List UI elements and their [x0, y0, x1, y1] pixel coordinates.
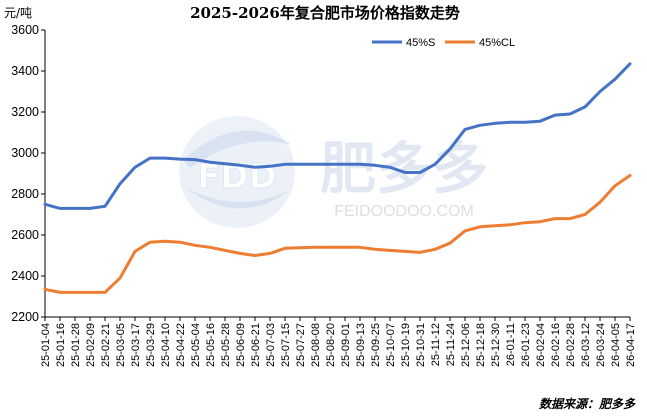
x-tick-label: 25-09-25: [370, 323, 382, 367]
chart-title: 2025-2026年复合肥市场价格指数走势: [190, 4, 460, 22]
x-tick-label: 25-11-24: [445, 323, 457, 366]
x-tick-label: 25-01-04: [40, 323, 52, 367]
x-tick-label: 26-01-23: [520, 323, 532, 367]
x-tick-label: 25-04-22: [175, 323, 187, 367]
x-tick-label: 25-03-05: [115, 323, 127, 367]
y-tick-label: 3400: [11, 64, 39, 78]
x-tick-label: 25-03-17: [130, 323, 142, 367]
x-tick-label: 25-07-27: [295, 323, 307, 367]
x-tick-label: 25-09-13: [355, 323, 367, 367]
x-tick-label: 25-02-21: [100, 323, 112, 367]
x-axis: 25-01-04 25-01-16 25-01-28 25-02-09 25-02-21…: [40, 316, 637, 367]
watermark: FDD 肥多多 FEIDOODOO.COM: [179, 116, 488, 228]
y-tick-label: 2600: [11, 228, 39, 242]
watermark-brand-en: FEIDOODOO.COM: [334, 203, 474, 220]
x-tick-label: 26-03-24: [595, 323, 607, 367]
x-tick-label: 25-06-21: [250, 323, 262, 367]
x-tick-label: 25-09-01: [340, 323, 352, 367]
watermark-swoosh-bottom: [186, 188, 290, 209]
x-tick-label: 25-10-19: [400, 323, 412, 367]
x-tick-label: 25-05-16: [205, 323, 217, 367]
x-tick-label: 25-10-31: [415, 323, 427, 367]
x-tick-label: 25-04-10: [160, 323, 172, 367]
x-tick-label: 25-11-12: [430, 323, 442, 366]
y-tick-label: 2200: [11, 310, 39, 324]
x-tick-label: 25-12-06: [460, 323, 472, 367]
x-tick-label: 26-02-16: [550, 323, 562, 367]
y-tick-label: 3200: [11, 105, 39, 119]
source-note: 数据来源：肥多多: [539, 397, 636, 411]
series-layer: [43, 62, 632, 294]
x-tick-label: 25-12-30: [490, 323, 502, 367]
x-tick-label: 25-06-09: [235, 323, 247, 367]
x-tick-label: 25-07-03: [265, 323, 277, 367]
x-tick-label: 26-02-28: [565, 323, 577, 367]
watermark-swoosh-top: [183, 130, 292, 168]
x-tick-label: 25-08-08: [310, 323, 322, 367]
legend-label-45s: 45%S: [406, 37, 435, 49]
x-tick-label: 26-02-04: [535, 323, 547, 367]
y-tick-label: 3000: [11, 146, 39, 160]
x-tick-label: 25-01-16: [55, 323, 67, 367]
x-tick-label: 25-08-20: [325, 323, 337, 367]
legend-label-45cl: 45%CL: [479, 37, 515, 49]
x-tick-label: 25-05-28: [220, 323, 232, 367]
y-tick-label: 3600: [11, 23, 39, 37]
x-tick-label: 25-05-04: [190, 323, 202, 367]
y-tick-label: 2800: [11, 187, 39, 201]
x-tick-label: 26-04-05: [610, 323, 622, 367]
x-tick-label: 25-12-18: [475, 323, 487, 367]
x-tick-label: 26-01-11: [505, 323, 517, 366]
x-tick-label: 25-01-28: [70, 323, 82, 367]
series-line-45s: [43, 62, 632, 210]
series-line-45cl: [43, 174, 632, 294]
x-tick-label: 25-02-09: [85, 323, 97, 367]
y-tick-label: 2400: [11, 269, 39, 283]
unit-label: 元/吨: [4, 6, 32, 20]
y-axis: 2200 2400 2600 2800 3000 3200 3400 3600: [11, 23, 46, 324]
x-tick-label: 25-10-07: [385, 323, 397, 367]
x-tick-label: 26-04-17: [625, 323, 637, 367]
watermark-brand-cn: 肥多多: [320, 137, 488, 202]
x-tick-label: 25-03-29: [145, 323, 157, 367]
x-tick-label: 26-03-12: [580, 323, 592, 367]
legend: 45%S 45%CL: [372, 37, 515, 49]
x-tick-label: 25-07-15: [280, 323, 292, 367]
